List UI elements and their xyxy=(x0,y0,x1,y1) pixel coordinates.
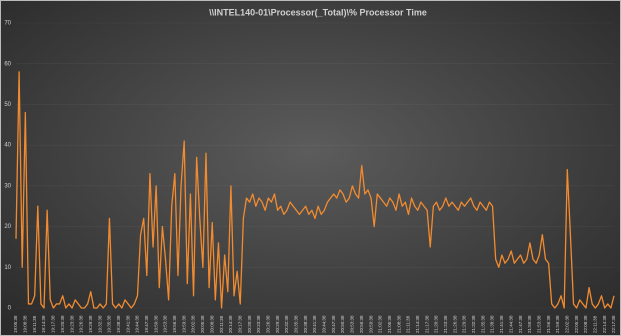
x-tick-label: 19:53:38 xyxy=(163,315,168,333)
x-tick-label: 20:08:38 xyxy=(209,315,214,333)
x-tick-label: 22:11:38 xyxy=(593,315,598,333)
x-tick-label: 20:11:38 xyxy=(219,315,224,333)
y-tick-label: 20 xyxy=(4,224,11,230)
x-tick-label: 19:17:38 xyxy=(51,315,56,333)
x-tick-label: 20:47:38 xyxy=(331,315,336,333)
x-tick-label: 20:23:38 xyxy=(256,315,261,333)
x-tick-label: 20:32:38 xyxy=(284,315,289,333)
y-tick-label: 40 xyxy=(4,143,11,149)
x-tick-label: 21:47:38 xyxy=(518,315,523,333)
x-tick-label: 19:11:38 xyxy=(32,315,37,333)
x-tick-label: 21:26:38 xyxy=(452,315,457,333)
x-tick-label: 21:05:38 xyxy=(387,315,392,333)
y-tick-label: 10 xyxy=(4,265,11,271)
x-tick-label: 20:53:38 xyxy=(350,315,355,333)
x-tick-label: 21:59:38 xyxy=(555,315,560,333)
x-tick-label: 19:20:38 xyxy=(60,315,65,333)
x-tick-label: 21:44:38 xyxy=(508,315,513,333)
x-tick-label: 21:29:38 xyxy=(462,315,467,333)
x-tick-label: 21:50:38 xyxy=(527,315,532,333)
x-tick-label: 21:53:38 xyxy=(536,315,541,333)
x-tick-label: 19:35:38 xyxy=(107,315,112,333)
x-tick-label: 19:41:38 xyxy=(125,315,130,333)
y-tick-label: 70 xyxy=(4,21,11,27)
x-tick-label: 19:47:38 xyxy=(144,315,149,333)
x-tick-label: 21:11:38 xyxy=(406,315,411,333)
x-tick-label: 20:02:38 xyxy=(191,315,196,333)
x-tick-label: 20:41:38 xyxy=(312,315,317,333)
x-tick-label: 21:56:38 xyxy=(546,315,551,333)
x-tick-label: 20:14:38 xyxy=(228,315,233,333)
x-tick-label: 21:23:38 xyxy=(443,315,448,333)
x-tick-label: 20:50:38 xyxy=(340,315,345,333)
x-tick-label: 19:23:38 xyxy=(69,315,74,333)
x-tick-label: 21:14:38 xyxy=(415,315,420,333)
x-tick-label: 22:08:38 xyxy=(583,315,588,333)
x-tick-label: 20:20:38 xyxy=(247,315,252,333)
x-tick-label: 21:20:38 xyxy=(434,315,439,333)
x-tick-label: 19:56:38 xyxy=(172,315,177,333)
x-tick-label: 20:05:38 xyxy=(200,315,205,333)
x-tick-label: 19:26:38 xyxy=(79,315,84,333)
data-line xyxy=(15,71,615,309)
y-tick-label: 50 xyxy=(4,102,11,108)
x-tick-label: 20:29:38 xyxy=(275,315,280,333)
y-tick-label: 60 xyxy=(4,61,11,67)
y-tick-label: 0 xyxy=(8,306,12,312)
x-tick-label: 19:44:38 xyxy=(135,315,140,333)
x-tick-label: 20:59:38 xyxy=(368,315,373,333)
x-tick-label: 19:59:38 xyxy=(181,315,186,333)
x-tick-label: 19:38:38 xyxy=(116,315,121,333)
x-tick-label: 21:17:38 xyxy=(424,315,429,333)
x-tick-label: 19:14:38 xyxy=(41,315,46,333)
x-tick-label: 19:08:38 xyxy=(23,315,28,333)
x-tick-label: 22:05:38 xyxy=(574,315,579,333)
x-tick-label: 21:08:38 xyxy=(396,315,401,333)
x-tick-label: 20:26:38 xyxy=(265,315,270,333)
x-tick-label: 22:14:38 xyxy=(602,315,607,333)
x-tick-label: 22:17:38 xyxy=(611,315,616,333)
x-tick-label: 20:38:38 xyxy=(303,315,308,333)
x-tick-label: 22:02:38 xyxy=(564,315,569,333)
x-tick-label: 19:05:38 xyxy=(13,315,18,333)
x-tick-label: 21:35:38 xyxy=(480,315,485,333)
x-tick-label: 21:02:38 xyxy=(378,315,383,333)
chart-title: \\INTEL140-01\Processor(_Total)\% Proces… xyxy=(209,7,427,17)
x-tick-label: 20:56:38 xyxy=(359,315,364,333)
x-tick-label: 19:32:38 xyxy=(97,315,102,333)
y-tick-label: 30 xyxy=(4,183,11,189)
x-tick-label: 20:44:38 xyxy=(322,315,327,333)
x-tick-label: 19:29:38 xyxy=(88,315,93,333)
x-tick-label: 20:35:38 xyxy=(294,315,299,333)
x-tick-label: 21:41:38 xyxy=(499,315,504,333)
x-tick-label: 20:17:38 xyxy=(237,315,242,333)
x-tick-label: 21:38:38 xyxy=(490,315,495,333)
x-tick-label: 21:32:38 xyxy=(471,315,476,333)
x-tick-label: 19:50:38 xyxy=(153,315,158,333)
